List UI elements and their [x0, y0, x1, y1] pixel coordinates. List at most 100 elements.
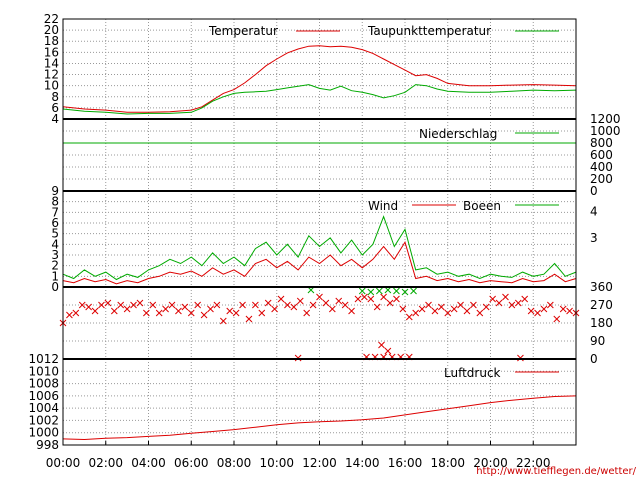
- ytick-label-wind: 5: [51, 227, 59, 241]
- scatter-point-direction: [187, 309, 195, 317]
- scatter-point-direction: [508, 301, 516, 309]
- scatter-point-direction: [341, 301, 349, 309]
- ytick-label-wind: 2: [51, 259, 59, 273]
- scatter-point-direction: [361, 293, 368, 301]
- scatter-point-direction: [401, 288, 409, 296]
- ytick-label-temp: 4: [51, 112, 59, 126]
- ytick-right-label-wind: 3: [590, 231, 598, 245]
- scatter-point-direction: [66, 311, 73, 319]
- scatter-point-direction: [482, 303, 490, 311]
- scatter-point-direction: [476, 309, 484, 317]
- scatter-point-direction: [527, 307, 535, 315]
- scatter-point-direction: [393, 287, 400, 295]
- series-line-pressure-0: [62, 395, 577, 441]
- ytick-label-pressure: 1012: [28, 352, 59, 366]
- scatter-point-direction: [425, 301, 432, 309]
- scatter-point-direction: [264, 299, 272, 307]
- ytick-label-direction: 0: [590, 352, 598, 366]
- ytick-label-wind: 9: [51, 184, 59, 198]
- source-url: http://www.tiefflegen.de/wetter/: [476, 466, 636, 477]
- scatter-point-direction: [335, 297, 343, 305]
- scatter-point-direction: [437, 303, 445, 311]
- xtick-label: 00:00: [46, 456, 81, 470]
- ytick-label-rain: 600: [590, 148, 613, 162]
- ytick-label-direction: 360: [590, 280, 613, 294]
- legend-taupunkt-label: Taupunkttemperatur: [367, 24, 491, 38]
- ytick-label-rain: 1000: [590, 124, 621, 138]
- scatter-point-direction: [194, 301, 202, 309]
- ytick-label-temp: 16: [44, 45, 59, 59]
- scatter-point-direction: [123, 305, 131, 313]
- ytick-label-temp: 10: [44, 79, 59, 93]
- scatter-point-direction: [431, 307, 439, 315]
- scatter-point-direction: [470, 301, 477, 309]
- legend-luftdruck-label: Luftdruck: [444, 366, 501, 380]
- scatter-point-direction: [232, 309, 240, 317]
- ytick-label-direction: 270: [590, 298, 613, 312]
- legend-temperatur-label: Temperatur: [208, 24, 278, 38]
- scatter-point-direction: [130, 301, 137, 309]
- scatter-point-direction: [117, 301, 125, 309]
- scatter-point-direction: [322, 299, 330, 307]
- scatter-point-direction: [384, 347, 392, 355]
- ytick-label-rain: 0: [590, 184, 598, 198]
- series-line-temp-0: [62, 45, 577, 113]
- series-line-wind-0: [62, 240, 577, 285]
- xtick-label: 22:00: [516, 456, 551, 470]
- scatter-point-direction: [367, 288, 375, 296]
- xtick-label: 12:00: [302, 456, 337, 470]
- ytick-label-temp: 8: [51, 90, 59, 104]
- scatter-point-direction: [534, 309, 541, 317]
- ytick-label-temp: 6: [51, 101, 59, 115]
- scatter-point-direction: [502, 293, 509, 301]
- ytick-label-rain: 200: [590, 172, 613, 186]
- scatter-point-direction: [258, 309, 266, 317]
- xtick-label: 02:00: [88, 456, 123, 470]
- scatter-point-direction: [375, 287, 383, 295]
- scatter-point-direction: [463, 307, 471, 315]
- scatter-point-direction: [284, 301, 291, 309]
- scatter-point-direction: [405, 313, 413, 321]
- scatter-point-direction: [226, 307, 234, 315]
- scatter-point-direction: [378, 341, 385, 349]
- scatter-point-direction: [277, 295, 285, 303]
- scatter-point-direction: [566, 307, 573, 315]
- scatter-point-direction: [136, 299, 144, 307]
- scatter-point-direction: [200, 311, 208, 319]
- scatter-point-direction: [219, 317, 227, 325]
- ytick-label-wind: 4: [51, 237, 59, 251]
- xtick-label: 10:00: [259, 456, 294, 470]
- scatter-point-direction: [546, 301, 554, 309]
- scatter-point-direction: [290, 303, 298, 311]
- frame-layer: [62, 18, 577, 446]
- xtick-label: 04:00: [131, 456, 166, 470]
- scatter-point-direction: [495, 299, 503, 307]
- ytick-label-rain: 800: [590, 136, 613, 150]
- scatter-point-direction: [149, 301, 157, 309]
- ytick-label-wind: 7: [51, 205, 59, 219]
- ytick-label-wind: 3: [51, 248, 59, 262]
- ytick-label-pressure: 1004: [28, 401, 59, 415]
- ytick-label-pressure: 1000: [28, 426, 59, 440]
- scatter-point-direction: [91, 307, 99, 315]
- scatter-point-direction: [309, 301, 317, 309]
- scatter-point-direction: [110, 307, 118, 315]
- ytick-label-temp: 18: [44, 34, 59, 48]
- xtick-label: 18:00: [430, 456, 465, 470]
- scatter-point-direction: [168, 301, 176, 309]
- grid-layer: [63, 19, 576, 445]
- scatter-point-direction: [373, 303, 381, 311]
- scatter-point-direction: [410, 287, 417, 295]
- scatter-point-direction: [316, 293, 323, 301]
- ytick-label-pressure: 1010: [28, 364, 59, 378]
- ytick-label-temp: 12: [44, 68, 59, 82]
- scatter-point-direction: [412, 309, 420, 317]
- scatter-point-direction: [85, 303, 93, 311]
- scatter-point-direction: [207, 305, 214, 313]
- scatter-point-direction: [514, 299, 522, 307]
- ytick-label-pressure: 1006: [28, 389, 59, 403]
- scatter-point-direction: [380, 293, 387, 301]
- scatter-point-direction: [358, 287, 366, 295]
- scatter-point-direction: [239, 301, 246, 309]
